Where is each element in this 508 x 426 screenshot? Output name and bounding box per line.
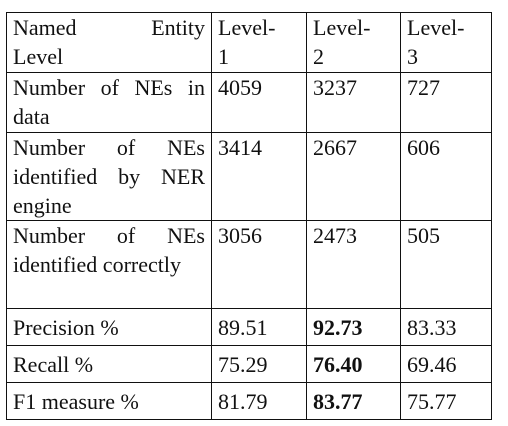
value-cell: 505 bbox=[400, 220, 492, 309]
table-row: Number of NEs in data 4059 3237 727 bbox=[6, 72, 492, 133]
header-row: Named Entity Level Level- 1 Level- 2 Lev… bbox=[6, 12, 492, 73]
header-level-3-number: 3 bbox=[407, 44, 418, 69]
value-cell: 606 bbox=[400, 132, 492, 221]
row-label: Recall % bbox=[6, 345, 212, 383]
row-label: Number of NEs identified correctly bbox=[6, 220, 212, 309]
table-row: Recall % 75.29 76.40 69.46 bbox=[6, 345, 492, 383]
header-level-2: Level- 2 bbox=[306, 12, 401, 73]
value-cell: 75.77 bbox=[400, 382, 492, 420]
table-row: Precision % 89.51 92.73 83.33 bbox=[6, 308, 492, 346]
header-label-cell: Named Entity Level bbox=[6, 12, 212, 73]
header-level-3-prefix: Level- bbox=[407, 15, 465, 40]
value-cell-best: 76.40 bbox=[306, 345, 401, 383]
header-level-2-prefix: Level- bbox=[313, 15, 371, 40]
header-level-1-number: 1 bbox=[218, 44, 229, 69]
header-level-3: Level- 3 bbox=[400, 12, 492, 73]
value-cell: 2473 bbox=[306, 220, 401, 309]
header-level-2-number: 2 bbox=[313, 44, 324, 69]
row-label: F1 measure % bbox=[6, 382, 212, 420]
header-level-1-prefix: Level- bbox=[218, 15, 276, 40]
header-label-word-level: Level bbox=[13, 44, 64, 69]
value-cell-best: 92.73 bbox=[306, 308, 401, 346]
value-cell: 83.33 bbox=[400, 308, 492, 346]
value-cell: 727 bbox=[400, 72, 492, 133]
table-row: Number of NEs identified by NER engine 3… bbox=[6, 132, 492, 221]
value-cell: 81.79 bbox=[211, 382, 307, 420]
results-table: Named Entity Level Level- 1 Level- 2 Lev… bbox=[6, 12, 492, 420]
value-cell: 4059 bbox=[211, 72, 307, 133]
row-label: Precision % bbox=[6, 308, 212, 346]
value-cell: 89.51 bbox=[211, 308, 307, 346]
header-label-word-entity: Entity bbox=[151, 15, 205, 40]
value-cell: 3056 bbox=[211, 220, 307, 309]
value-cell: 2667 bbox=[306, 132, 401, 221]
value-cell: 69.46 bbox=[400, 345, 492, 383]
row-label: Number of NEs in data bbox=[6, 72, 212, 133]
value-cell-best: 83.77 bbox=[306, 382, 401, 420]
header-level-1: Level- 1 bbox=[211, 12, 307, 73]
header-label-word-named: Named bbox=[13, 15, 77, 40]
value-cell: 3237 bbox=[306, 72, 401, 133]
value-cell: 75.29 bbox=[211, 345, 307, 383]
value-cell: 3414 bbox=[211, 132, 307, 221]
table-row: Number of NEs identified correctly 3056 … bbox=[6, 220, 492, 309]
table-row: F1 measure % 81.79 83.77 75.77 bbox=[6, 382, 492, 420]
row-label: Number of NEs identified by NER engine bbox=[6, 132, 212, 221]
